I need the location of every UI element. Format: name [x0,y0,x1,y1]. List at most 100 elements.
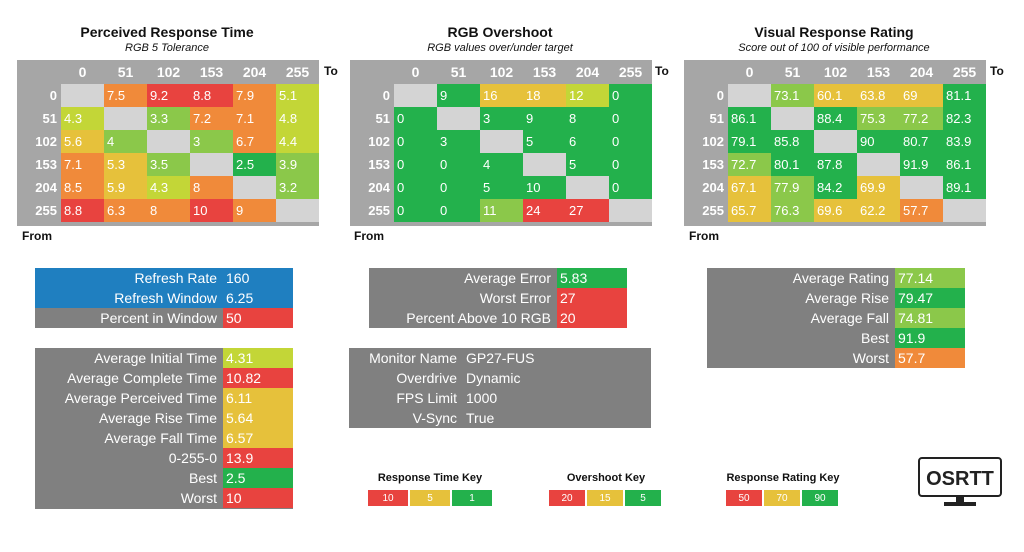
grid-subtitle-response: RGB 5 Tolerance [125,42,209,54]
logo-text: OSRTT [926,468,994,490]
stat-value: 160 [223,268,293,288]
overshoot-grid: 0 51 102 153 204 255 0 9 16 18 12 0 51 0 3 9 8 0 102 0 3 5 6 0 1… [350,60,652,226]
grid-cell [233,176,276,199]
grid-cell: 91.9 [900,153,943,176]
grid-cell: 7.1 [61,153,104,176]
grid-cell: 69.6 [814,199,857,222]
grid-cell: 0 [609,153,652,176]
grid-cell: 0 [609,130,652,153]
grid-title-response: Perceived Response Time [80,24,254,40]
column-header: 102 [823,64,848,80]
column-header: 204 [242,64,267,80]
key-title: Response Time Key [377,472,483,484]
column-header: 153 [532,64,557,80]
grid-cell: 0 [609,107,652,130]
stat-label: Average Perceived Time [64,390,217,406]
row-header: 153 [368,157,390,172]
grid-cell: 10 [190,199,233,222]
grid-cell: 3.3 [147,107,190,130]
grid-cell: 5.1 [276,84,319,107]
grid-cell: 0 [394,153,437,176]
column-header: 51 [117,64,134,80]
grid-cell: 5.3 [104,153,147,176]
grid-cell: 60.1 [814,84,857,107]
grid-title-overshoot: RGB Overshoot [447,24,553,40]
grid-cell: 8 [566,107,609,130]
grid-cell: 79.1 [728,130,771,153]
grid-cell: 89.1 [943,176,986,199]
key-cell: 15 [586,489,624,507]
to-label-overshoot: To [655,64,669,78]
stat-label: Average Rating [792,270,889,286]
column-header: 153 [866,64,891,80]
grid-cell [394,84,437,107]
grid-cell: 12 [566,84,609,107]
row-header: 51 [375,111,390,126]
stat-label: Best [188,470,217,486]
grid-cell: 9 [437,84,480,107]
grid-cell: 9 [233,199,276,222]
column-header: 153 [199,64,224,80]
row-header: 255 [35,203,57,218]
grid-cell: 0 [394,130,437,153]
stat-label: Monitor Name [369,350,457,366]
grid-cell: 5 [523,130,566,153]
grid-cell: 0 [437,199,480,222]
grid-cell: 4.8 [276,107,319,130]
osrtt-logo: OSRTT [918,457,1002,507]
row-header: 204 [368,180,390,195]
key-cell: 5 [409,489,451,507]
grid-cell [61,84,104,107]
grid-cell: 77.9 [771,176,814,199]
row-header: 51 [42,111,57,126]
stat-label: Average Rise Time [98,410,217,426]
grid-cell: 5.9 [104,176,147,199]
stat-label: Best [860,330,889,346]
row-header: 153 [702,157,724,172]
key-cell: 50 [725,489,763,507]
grid-cell: 4 [480,153,523,176]
stat-value: 6.25 [223,288,293,308]
grid-cell: 4.3 [147,176,190,199]
column-header: 0 [411,64,420,80]
grid-cell [814,130,857,153]
column-header: 0 [745,64,754,80]
column-header: 255 [952,64,977,80]
key-cell: 5 [624,489,662,507]
stat-value: 13.9 [223,448,293,468]
grid-cell: 83.9 [943,130,986,153]
row-header: 0 [382,88,390,103]
from-label-rating: From [689,229,719,243]
to-label-response: To [324,64,338,78]
row-header: 204 [702,180,724,195]
grid-cell: 84.2 [814,176,857,199]
row-header: 102 [368,134,390,149]
stat-value: 10.82 [223,368,293,388]
grid-cell: 18 [523,84,566,107]
grid-cell: 8 [147,199,190,222]
stat-value: 6.11 [223,388,293,408]
grid-cell [771,107,814,130]
key-cell: 90 [801,489,839,507]
grid-cell: 67.1 [728,176,771,199]
to-label-rating: To [990,64,1004,78]
grid-cell: 86.1 [728,107,771,130]
key-title: Overshoot Key [566,472,646,484]
stat-label: FPS Limit [396,390,457,406]
grid-cell: 10 [523,176,566,199]
grid-cell: 62.2 [857,199,900,222]
grid-cell: 69 [900,84,943,107]
grid-title-rating: Visual Response Rating [754,24,914,40]
grid-cell: 63.8 [857,84,900,107]
stat-value: 50 [223,308,293,328]
grid-cell [437,107,480,130]
grid-cell: 3.5 [147,153,190,176]
grid-cell: 0 [609,176,652,199]
grid-cell: 87.8 [814,153,857,176]
grid-cell: 8.8 [190,84,233,107]
refresh-panel: Refresh Rate 160 Refresh Window 6.25 Percent… [35,268,293,328]
grid-cell: 0 [609,84,652,107]
grid-cell: 86.1 [943,153,986,176]
row-header: 102 [35,134,57,149]
stat-label: Percent Above 10 RGB [406,310,551,326]
